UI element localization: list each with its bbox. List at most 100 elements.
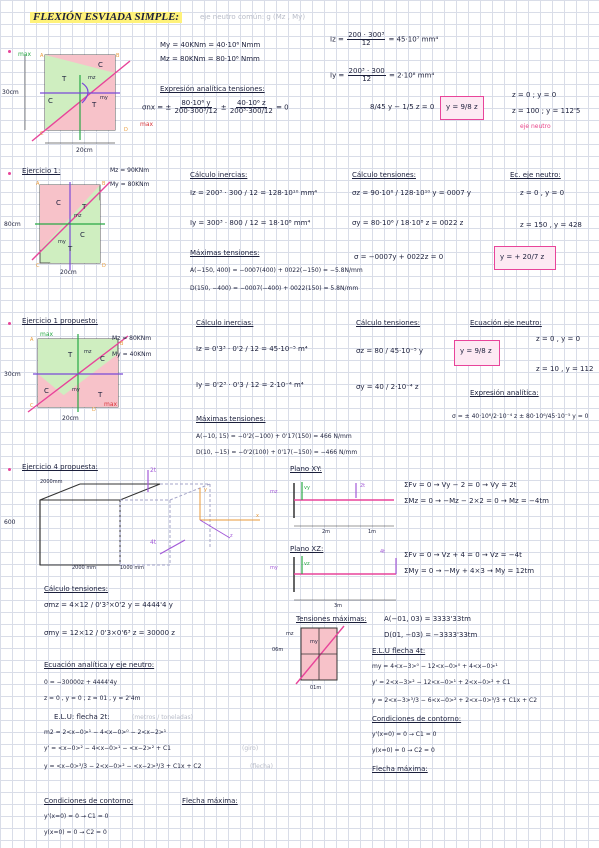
s4-elu2-l3: y = <x−0>³/3 − 2<x−0>² − <x−2>³/3 + C1x …: [44, 763, 202, 770]
s3-c2-l1: σz = 80 / 45·10⁻⁵ y: [356, 347, 424, 355]
s4-3d-figure: [39, 470, 260, 566]
page-title: FLEXIÓN ESVIADA SIMPLE:: [30, 12, 183, 23]
label-max-bottom: max: [140, 121, 154, 128]
s4-dim1: 2000 mm: [72, 565, 97, 571]
s4-elu2-note: (metros / toneladas): [132, 714, 194, 721]
s4-elu2-l1: m2 = 2<x−0>¹ − 4<x−0>⁰ − 2<x−2>¹: [44, 729, 167, 736]
s3-expr: σ = ± 40·10⁶/2·10⁻⁴ z ± 80·10⁶/45·10⁻⁵ y…: [452, 413, 589, 420]
s2-c1: C: [56, 199, 61, 207]
s2-max-title: Máximas tensiones:: [190, 249, 260, 257]
s2-my: My = 80KNm: [110, 181, 150, 188]
s3-c1: C: [44, 387, 49, 395]
s3-boxed: [454, 340, 500, 366]
s4-elu2-n2: (flecha): [250, 763, 273, 770]
s3-w: 20cm: [62, 415, 79, 422]
label-max-top: max: [18, 51, 32, 58]
s4-pxy-l1: 2m: [322, 529, 331, 535]
s2-c2-l1: σz = 90·10⁶ / 128·10¹⁰ y = 0007 y: [352, 189, 472, 197]
bullet: [8, 50, 11, 53]
s4-ean1: 0 = −30000z + 4444'4y: [44, 679, 118, 686]
section2-figure: [31, 181, 111, 270]
s2-c2: C: [80, 231, 85, 239]
s3-mz: Mz = 80KNm: [112, 335, 152, 342]
s1-boxed-text: y = 9/8 z: [446, 103, 478, 111]
s1-r1: z = 0 ; y = 0: [512, 91, 557, 99]
s2-t1: T: [82, 203, 87, 211]
s2-mz: Mz = 90KNm: [110, 167, 150, 174]
s4-cc2-2: y(x=0) = 0 → C2 = 0: [44, 829, 107, 836]
s2-c2-title: Cálculo tensiones:: [352, 171, 416, 179]
s4-tm2: D(01, −03) = −3333'33tm: [384, 631, 478, 639]
s4-tm-title: Tensiones máximas:: [296, 615, 367, 623]
label-width: 20cm: [76, 147, 93, 154]
s2-myl: my: [58, 239, 66, 245]
s4-ean2: z = 0 , y = 0 ; z = 01 , y = 2'4m: [44, 695, 141, 702]
s4-pxy-me: mz: [270, 489, 278, 495]
label-t1: T: [62, 75, 67, 83]
s3-heading: Ejercicio 1 propuesto:: [22, 317, 98, 325]
s2-boxed-text: y = + 20/7 z: [500, 253, 545, 261]
s2-c1-title: Cálculo inercias:: [190, 171, 248, 179]
s3-pd: D: [92, 407, 96, 413]
s3-c2: C: [100, 355, 105, 363]
s4-cc2-title: Condiciones de contorno:: [44, 797, 134, 805]
s4-tm-my: my: [310, 639, 318, 645]
point-a: A: [40, 53, 44, 59]
bullet: [8, 172, 11, 175]
s2-c1-l1: Iz = 200³ · 300 / 12 = 128·10¹⁰ mm⁴: [190, 189, 318, 197]
s2-c3-title: Ec. eje neutro:: [510, 171, 561, 179]
s4-ct1: σmz = 4×12 / 0'3³×0'2 y = 4444'4 y: [44, 601, 173, 609]
s4-pxy-eq1: ΣFv = 0 → Vy − 2 = 0 → Vy = 2t: [404, 481, 517, 489]
s3-c1-title: Cálculo inercias:: [196, 319, 254, 327]
s2-sig-eq: σ = −0007y + 0022z = 0: [354, 253, 444, 261]
s4-f2t: 2t: [150, 467, 157, 474]
s4-fm-title: Flecha máxima:: [372, 765, 428, 773]
s1-mz: Mz = 80KNm = 80·10⁶ Nmm: [160, 55, 260, 63]
s1-r-note: eje neutro: [520, 123, 551, 130]
s4-heading: Ejercicio 4 propuesta:: [22, 463, 98, 471]
s3-max2-line: D(10, −15) = −0'2(100) + 0'17(−150) = −4…: [196, 449, 358, 456]
label-t2: T: [92, 101, 97, 109]
title-note: eje neutro común: g (Mz , My): [200, 13, 306, 21]
s4-h: 600: [4, 519, 16, 526]
s3-max2: max: [104, 401, 118, 408]
s4-cc2: y(x=0) = 0 → C2 = 0: [372, 747, 435, 754]
s2-pd: D: [102, 263, 106, 269]
s4-pxy-vy: vy: [304, 485, 310, 491]
s4-pxz-beam: [293, 556, 397, 601]
s2-pb: B: [102, 181, 106, 187]
s2-max2: D(150, −400) = −0007(−400) + 0022(150) =…: [190, 285, 359, 292]
s4-y: y: [204, 487, 207, 493]
s4-x: x: [256, 513, 259, 519]
s2-w: 20cm: [60, 269, 77, 276]
s4-pxz-vz: vz: [304, 561, 310, 567]
s2-pa: A: [36, 181, 40, 187]
s3-boxed-text: y = 9/8 z: [460, 347, 492, 355]
s4-z: z: [230, 533, 233, 539]
s3-pb: B: [120, 341, 124, 347]
point-b: B: [116, 53, 120, 59]
s1-expr-title: Expresión analítica tensiones:: [160, 85, 265, 93]
s4-pxz-title: Plano XZ:: [290, 545, 324, 553]
s3-myl: my: [72, 387, 80, 393]
s3-t2: T: [98, 391, 103, 399]
s4-ct2: σmy = 12×12 / 0'3×0'6³ z = 30000 z: [44, 629, 175, 637]
s1-sigma-eq: σnx = ± 80·10⁶ y 200·300³/12 ± 40·10⁶ z 20…: [142, 99, 289, 115]
s3-c3-l2: z = 10 , y = 112: [536, 365, 594, 373]
s2-boxed: [494, 246, 556, 270]
s2-c3-l2: z = 150 , y = 428: [520, 221, 582, 229]
s3-c2-title: Cálculo tensiones:: [356, 319, 420, 327]
s4-elu4-l1: my = 4<x−3>⁰ − 12<x−0>⁰ + 4<x−0>¹: [372, 663, 498, 670]
s4-elu2-title: E.L.U: flecha 2t:: [54, 713, 110, 721]
s1-iy: Iy = 200³ · 300 12 = 2·10⁸ mm⁴: [330, 67, 435, 83]
s1-r2: z = 100 ; y = 112'5: [512, 107, 581, 115]
s3-c3-title: Ecuación eje neutro:: [470, 319, 542, 327]
s4-pxz-eq2: ΣMy = 0 → −My + 4×3 → My = 12tm: [404, 567, 535, 575]
s3-mzl: mz: [84, 349, 92, 355]
label-c1: C: [48, 97, 53, 105]
s3-c1-l1: Iz = 0'3³ · 0'2 / 12 = 45·10⁻⁵ m⁴: [196, 345, 308, 353]
s2-heading: Ejercicio 1:: [22, 167, 61, 175]
s4-top: 2000mm: [40, 479, 63, 485]
point-c: C: [40, 131, 44, 137]
s4-pxy-f: 2t: [360, 483, 366, 489]
